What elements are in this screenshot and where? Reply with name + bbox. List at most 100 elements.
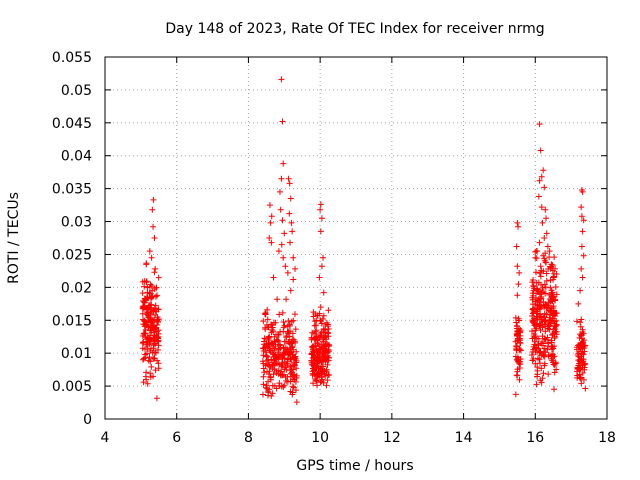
data-point [312,322,319,329]
data-point [578,380,585,387]
data-point [139,303,146,310]
data-point [280,384,287,391]
data-point [275,248,282,255]
data-point [271,333,278,340]
data-point [551,386,558,393]
data-point [551,343,558,350]
data-point [153,284,160,291]
data-point [139,310,146,317]
data-point [267,219,274,226]
data-point [533,381,540,388]
data-point [320,289,327,296]
data-point [549,357,556,364]
data-point [290,373,297,380]
data-point [515,315,522,322]
data-point [277,206,284,213]
data-point [142,351,149,358]
data-point [271,383,278,390]
x-tick-label: 12 [383,430,401,446]
data-point [140,355,147,362]
data-point [285,330,292,337]
data-point [322,373,329,380]
data-points [139,76,589,406]
data-point [317,317,324,324]
data-point [513,243,520,250]
data-point [534,367,541,374]
data-point [276,188,283,195]
data-point [513,319,520,326]
data-point [290,276,297,283]
data-point [317,206,324,213]
data-point [534,310,541,317]
data-point [542,284,549,291]
data-point [577,375,584,382]
data-point [534,285,541,292]
data-point [538,340,545,347]
data-point [579,274,586,281]
data-point [270,371,277,378]
data-point [578,204,585,211]
data-point [260,365,267,372]
data-point [311,318,318,325]
data-point [577,323,584,330]
data-point [275,331,282,338]
data-point [529,328,536,335]
data-point [545,351,552,358]
x-tick-label: 6 [172,430,181,446]
data-point [582,385,589,392]
data-point [143,261,150,268]
data-point [325,371,332,378]
y-tick-label: 0.055 [52,50,92,66]
data-point [541,184,548,191]
data-point [292,326,299,333]
data-point [577,365,584,372]
data-point [313,377,320,384]
data-point [312,364,319,371]
data-point [322,332,329,339]
x-tick-label: 18 [598,430,616,446]
data-point [320,254,327,261]
data-point [531,315,538,322]
data-point [269,390,276,397]
data-point [141,299,148,306]
data-point [268,239,275,246]
data-point [322,321,329,328]
y-tick-label: 0.035 [52,182,92,198]
data-point [280,328,287,335]
data-point [530,308,537,315]
data-point [290,254,297,261]
data-point [280,319,287,326]
data-point [537,147,544,154]
data-point [309,370,316,377]
data-point [264,316,271,323]
y-tick-label: 0.05 [61,83,92,99]
data-point [140,303,147,310]
data-point [548,346,555,353]
data-point [529,357,536,364]
data-point [550,361,557,368]
data-point [318,263,325,270]
data-point [578,243,585,250]
data-point [539,284,546,291]
data-point [579,359,586,366]
data-point [537,311,544,318]
data-point [321,348,328,355]
data-point [324,377,331,384]
data-point [540,268,547,275]
data-point [141,278,148,285]
data-point [541,255,548,262]
data-point [150,308,157,315]
data-point [546,326,553,333]
data-point [149,349,156,356]
data-point [552,283,559,290]
data-point [552,297,559,304]
data-point [291,338,298,345]
data-point [538,352,545,359]
data-point [580,252,587,259]
data-point [547,277,554,284]
data-point [536,177,543,184]
data-point [529,318,536,325]
data-point [149,206,156,213]
data-point [150,196,157,203]
data-point [580,356,587,363]
